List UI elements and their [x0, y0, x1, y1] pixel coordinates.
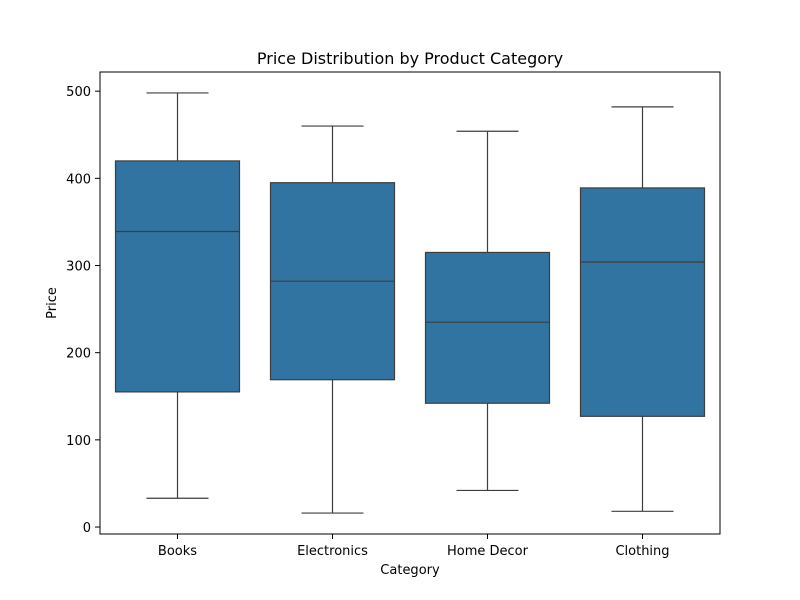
plot-area	[114, 92, 706, 514]
y-axis-label: Price	[45, 287, 60, 319]
box-group	[114, 92, 241, 499]
y-tick-label: 400	[66, 172, 91, 187]
y-tick-label: 0	[83, 521, 91, 536]
x-tick-label: Clothing	[615, 544, 669, 559]
y-tick-label: 200	[66, 347, 91, 362]
box-group	[269, 125, 396, 514]
box-iqr	[424, 251, 551, 404]
x-tick-label: Books	[158, 544, 197, 559]
plot-frame	[99, 71, 721, 535]
box-group	[424, 130, 551, 492]
y-tick-label: 100	[66, 434, 91, 449]
chart-title: Price Distribution by Product Category	[257, 49, 563, 68]
y-axis: 0 100 200 300 400 500	[66, 85, 100, 536]
x-axis: Books Electronics Home Decor Clothing	[158, 534, 670, 559]
box-iqr	[114, 160, 241, 393]
x-tick-label: Home Decor	[447, 544, 529, 559]
box-iqr	[579, 187, 706, 417]
y-tick-label: 500	[66, 85, 91, 100]
box-group	[579, 106, 706, 512]
x-tick-label: Electronics	[297, 544, 368, 559]
x-axis-label: Category	[380, 563, 440, 578]
y-tick-label: 300	[66, 260, 91, 275]
